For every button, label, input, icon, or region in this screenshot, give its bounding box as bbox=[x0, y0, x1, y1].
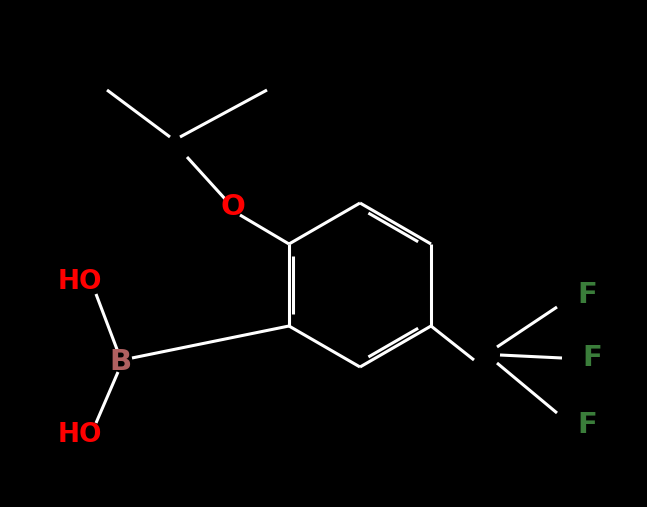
Text: F: F bbox=[577, 411, 597, 439]
Text: HO: HO bbox=[58, 269, 102, 295]
Text: O: O bbox=[221, 193, 245, 221]
Text: HO: HO bbox=[58, 422, 102, 448]
Text: F: F bbox=[582, 344, 602, 372]
Text: F: F bbox=[577, 281, 597, 309]
Text: B: B bbox=[109, 348, 131, 376]
